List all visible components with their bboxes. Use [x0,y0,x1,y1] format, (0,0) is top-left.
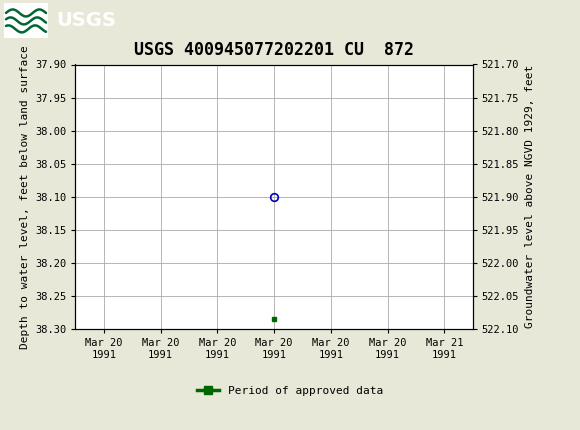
Text: USGS: USGS [56,12,116,31]
Y-axis label: Groundwater level above NGVD 1929, feet: Groundwater level above NGVD 1929, feet [525,65,535,329]
Title: USGS 400945077202201 CU  872: USGS 400945077202201 CU 872 [134,41,414,59]
Y-axis label: Depth to water level, feet below land surface: Depth to water level, feet below land su… [20,45,30,349]
FancyBboxPatch shape [4,3,48,38]
Legend: Period of approved data: Period of approved data [193,382,387,401]
